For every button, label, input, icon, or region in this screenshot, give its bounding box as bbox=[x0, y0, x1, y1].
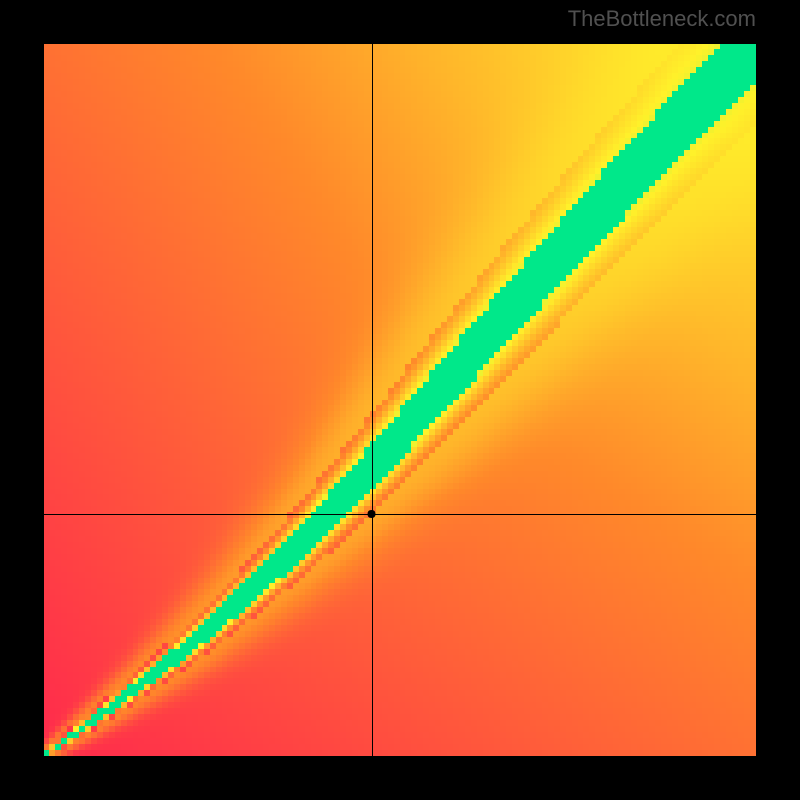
chart-container: { "watermark": { "text": "TheBottleneck.… bbox=[0, 0, 800, 800]
watermark-text: TheBottleneck.com bbox=[568, 6, 756, 32]
bottleneck-heatmap bbox=[44, 44, 756, 756]
